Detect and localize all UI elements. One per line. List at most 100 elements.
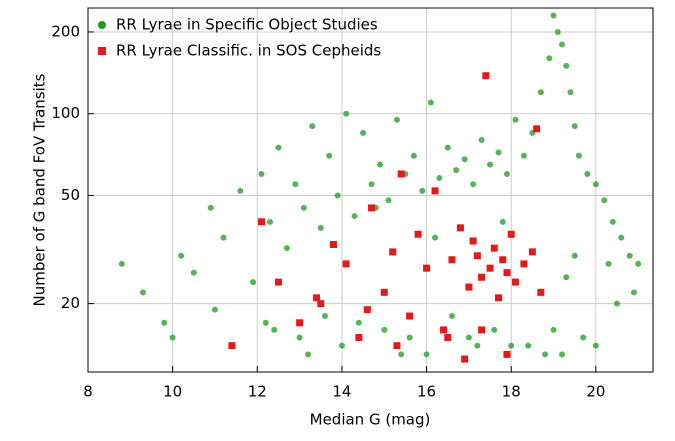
point [626, 252, 633, 259]
y-tick-label: 50 [61, 186, 80, 204]
point [342, 260, 350, 268]
point [444, 334, 452, 342]
point [343, 110, 350, 117]
point [271, 326, 278, 333]
point [580, 334, 587, 341]
point [537, 288, 545, 296]
point [486, 264, 494, 272]
point [292, 181, 299, 188]
point [495, 149, 502, 156]
point [478, 326, 486, 334]
point [499, 218, 506, 225]
point [161, 319, 168, 326]
point [614, 300, 621, 307]
point [393, 342, 401, 350]
point [355, 334, 363, 342]
point [274, 278, 282, 286]
point [338, 342, 345, 349]
point [368, 181, 375, 188]
point [406, 312, 414, 320]
point [398, 351, 405, 358]
point [220, 234, 227, 241]
point [511, 278, 519, 286]
point [491, 326, 498, 333]
point [503, 269, 511, 277]
point [427, 99, 434, 106]
point [508, 342, 515, 349]
legend-label: RR Lyrae in Specific Object Studies [116, 16, 378, 34]
point [495, 294, 503, 302]
point [559, 41, 566, 48]
point [397, 170, 405, 178]
point [618, 234, 625, 241]
point [190, 269, 197, 276]
point [296, 334, 303, 341]
point [393, 116, 400, 123]
point [363, 306, 371, 314]
point [410, 152, 417, 159]
point [207, 204, 214, 211]
point [317, 300, 325, 308]
point [296, 319, 304, 327]
point [584, 170, 591, 177]
point [550, 12, 557, 19]
point [461, 355, 469, 363]
point [444, 144, 451, 151]
y-tick-label: 100 [51, 104, 80, 122]
point [537, 89, 544, 96]
point [169, 334, 176, 341]
point [329, 241, 337, 249]
point [609, 218, 616, 225]
point [262, 319, 269, 326]
point [406, 334, 413, 341]
point [469, 237, 477, 245]
point [630, 289, 637, 296]
x-tick-label: 8 [83, 383, 93, 401]
point [258, 218, 266, 226]
point [313, 294, 321, 302]
point [178, 252, 185, 259]
point [465, 334, 472, 341]
x-tick-label: 18 [502, 383, 521, 401]
point [118, 260, 125, 267]
point [528, 248, 536, 256]
point [456, 224, 464, 232]
point [419, 187, 426, 194]
point [520, 260, 528, 268]
point [211, 306, 218, 313]
point [554, 28, 561, 35]
point [423, 351, 430, 358]
point [381, 326, 388, 333]
point [563, 274, 570, 281]
point [326, 152, 333, 159]
plot-frame [87, 7, 654, 373]
point [546, 55, 553, 62]
point [389, 248, 397, 256]
point [499, 256, 507, 264]
point [571, 123, 578, 130]
x-tick-label: 12 [248, 383, 267, 401]
point [503, 170, 510, 177]
point [432, 234, 439, 241]
point [592, 181, 599, 188]
point [533, 125, 541, 133]
point [258, 170, 265, 177]
point [317, 224, 324, 231]
point [275, 144, 282, 151]
point [567, 89, 574, 96]
point [385, 197, 392, 204]
point [601, 197, 608, 204]
point [436, 174, 443, 181]
point [377, 161, 384, 168]
point [478, 137, 485, 144]
point [431, 187, 439, 195]
y-label: Number of G band FoV Transits [31, 73, 49, 306]
legend-marker [98, 21, 106, 29]
point [525, 342, 532, 349]
point [520, 152, 527, 159]
legend-label: RR Lyrae Classific. in SOS Cepheids [116, 42, 381, 60]
point [559, 351, 566, 358]
point [334, 192, 341, 199]
point [414, 230, 422, 238]
